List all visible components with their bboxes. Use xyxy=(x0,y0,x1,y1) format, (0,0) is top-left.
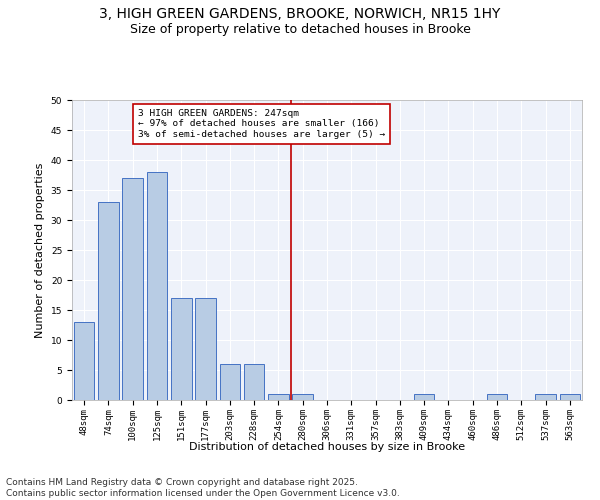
Text: 3, HIGH GREEN GARDENS, BROOKE, NORWICH, NR15 1HY: 3, HIGH GREEN GARDENS, BROOKE, NORWICH, … xyxy=(100,8,500,22)
Bar xyxy=(146,172,167,400)
Bar xyxy=(292,394,313,400)
Bar xyxy=(487,394,508,400)
Bar xyxy=(74,322,94,400)
Bar xyxy=(98,202,119,400)
Text: 3 HIGH GREEN GARDENS: 247sqm
← 97% of detached houses are smaller (166)
3% of se: 3 HIGH GREEN GARDENS: 247sqm ← 97% of de… xyxy=(137,109,385,139)
Bar xyxy=(171,298,191,400)
Bar xyxy=(414,394,434,400)
Bar xyxy=(560,394,580,400)
Text: Size of property relative to detached houses in Brooke: Size of property relative to detached ho… xyxy=(130,22,470,36)
Bar xyxy=(122,178,143,400)
Text: Distribution of detached houses by size in Brooke: Distribution of detached houses by size … xyxy=(189,442,465,452)
Y-axis label: Number of detached properties: Number of detached properties xyxy=(35,162,45,338)
Bar xyxy=(195,298,216,400)
Bar xyxy=(244,364,265,400)
Text: Contains HM Land Registry data © Crown copyright and database right 2025.
Contai: Contains HM Land Registry data © Crown c… xyxy=(6,478,400,498)
Bar xyxy=(220,364,240,400)
Bar xyxy=(268,394,289,400)
Bar xyxy=(535,394,556,400)
